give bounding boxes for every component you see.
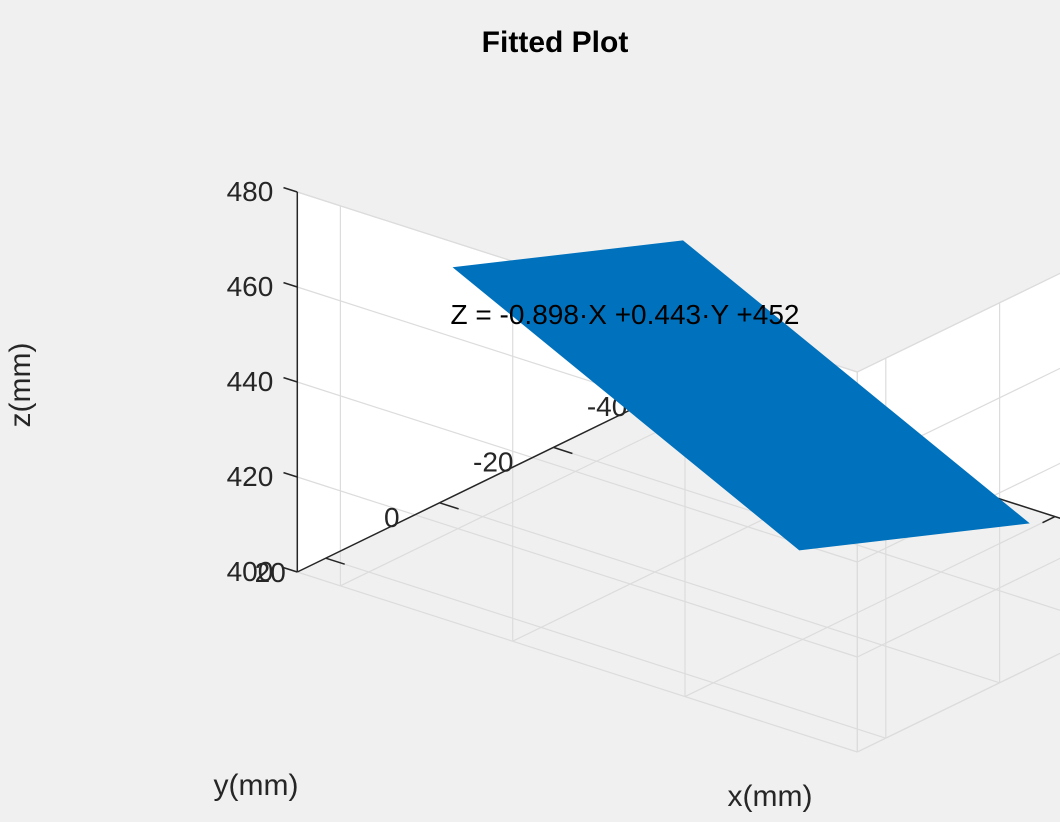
grid-line: [325, 557, 886, 739]
z-tick-label: 480: [227, 176, 274, 207]
x-tick: [1042, 515, 1056, 524]
z-axis-label: z(mm): [4, 343, 37, 428]
z-tick: [283, 376, 298, 383]
z-tick: [283, 186, 298, 193]
z-tick: [283, 471, 298, 478]
grid-line: [857, 557, 1060, 658]
grid-line: [439, 502, 1000, 684]
x-axis-label: x(mm): [728, 780, 813, 813]
y-tick-label: 0: [384, 502, 400, 533]
box-edge: [857, 272, 1060, 373]
y-tick: [439, 502, 459, 510]
z-tick-label: 400: [227, 556, 274, 587]
chart-title: Fitted Plot: [482, 26, 629, 59]
z-tick-label: 420: [227, 461, 274, 492]
equation-annotation: Z = -0.898·X +0.443·Y +452: [451, 299, 800, 330]
y-axis-line: [296, 391, 668, 573]
y-tick: [325, 557, 345, 565]
grid-line: [857, 652, 1060, 753]
grid-line: [340, 405, 711, 587]
z-tick: [283, 566, 298, 573]
z-tick-label: 440: [227, 366, 274, 397]
grid-line: [297, 571, 858, 753]
grid-line: [684, 516, 1056, 698]
grid-line: [297, 381, 858, 563]
y-axis-label: y(mm): [214, 769, 299, 802]
grid-line: [297, 476, 858, 658]
z-tick: [283, 281, 298, 288]
y-tick-label: -20: [473, 446, 513, 477]
y-tick-label: 20: [255, 557, 286, 588]
z-tick-label: 460: [227, 271, 274, 302]
fitted-plane-surface: [452, 240, 1030, 551]
y-tick: [553, 446, 573, 455]
